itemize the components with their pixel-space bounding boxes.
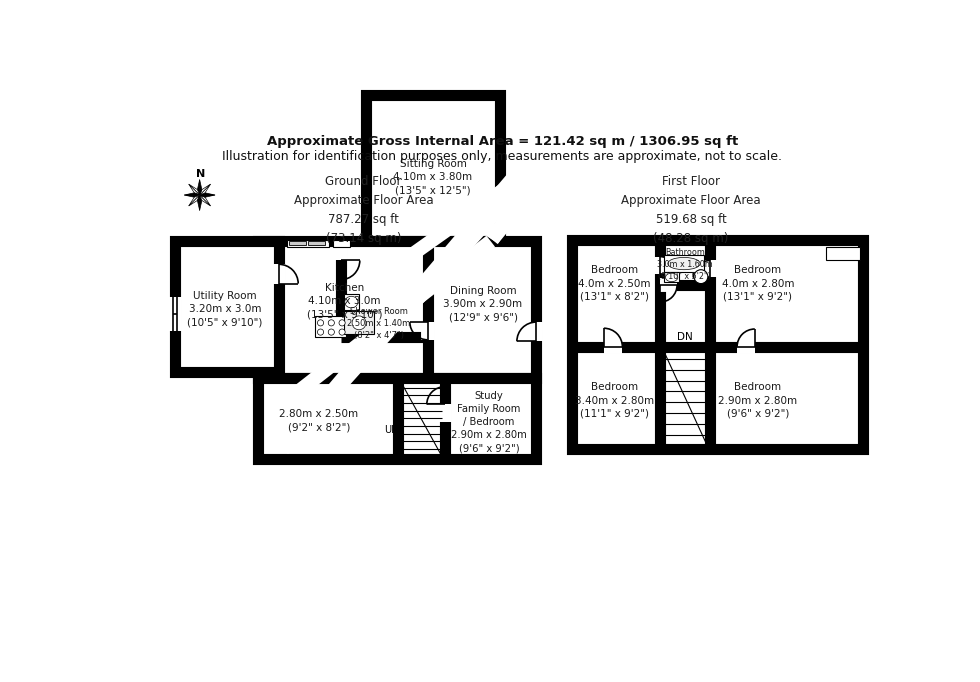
- Bar: [344, 295, 359, 310]
- Text: UP: UP: [384, 425, 397, 435]
- Polygon shape: [189, 184, 200, 195]
- Text: Ground Floor
Approximate Floor Area
787.27 sq ft
(73.14 sq m): Ground Floor Approximate Floor Area 787.…: [294, 175, 433, 245]
- Text: Bedroom
3.40m x 2.80m
(11'1" x 9'2"): Bedroom 3.40m x 2.80m (11'1" x 9'2"): [575, 383, 655, 419]
- Bar: [826, 247, 859, 261]
- Circle shape: [318, 320, 323, 326]
- Polygon shape: [200, 179, 202, 195]
- Polygon shape: [200, 195, 211, 206]
- Bar: [366, 95, 500, 241]
- Text: Bedroom
2.90m x 2.80m
(9'6" x 9'2"): Bedroom 2.90m x 2.80m (9'6" x 9'2"): [718, 383, 798, 419]
- Bar: [344, 311, 373, 334]
- Bar: [333, 239, 350, 247]
- Text: DN: DN: [677, 331, 693, 342]
- Circle shape: [352, 316, 366, 330]
- Text: Bedroom
4.0m x 2.80m
(13'1" x 9'2"): Bedroom 4.0m x 2.80m (13'1" x 9'2"): [721, 265, 794, 301]
- Polygon shape: [200, 184, 211, 195]
- Bar: [571, 239, 862, 449]
- Text: Dining Room
3.90m x 2.90m
(12'9" x 9'6"): Dining Room 3.90m x 2.90m (12'9" x 9'6"): [443, 286, 522, 323]
- Polygon shape: [189, 195, 200, 206]
- Bar: [175, 241, 279, 372]
- Polygon shape: [200, 193, 215, 195]
- Bar: [664, 272, 679, 282]
- Text: Shower Room
2.50m x 1.40m
(8'2" x 4'7"): Shower Room 2.50m x 1.40m (8'2" x 4'7"): [348, 308, 411, 340]
- Text: Bathroom
3.0m x 1.60m
(9'10" x 5'2"): Bathroom 3.0m x 1.60m (9'10" x 5'2"): [657, 248, 712, 280]
- Circle shape: [328, 329, 334, 335]
- Circle shape: [339, 329, 345, 335]
- Polygon shape: [184, 195, 200, 197]
- Text: Illustration for identification purposes only, measurements are approximate, not: Illustration for identification purposes…: [222, 150, 782, 163]
- Ellipse shape: [667, 257, 700, 269]
- Text: 2.80m x 2.50m
(9'2" x 8'2"): 2.80m x 2.50m (9'2" x 8'2"): [279, 409, 359, 432]
- Circle shape: [339, 320, 345, 326]
- Bar: [316, 316, 346, 338]
- Text: Utility Room
3.20m x 3.0m
(10'5" x 9'10"): Utility Room 3.20m x 3.0m (10'5" x 9'10"…: [187, 291, 263, 327]
- Ellipse shape: [345, 296, 358, 308]
- Polygon shape: [200, 195, 215, 197]
- Bar: [309, 241, 325, 245]
- Polygon shape: [200, 195, 202, 211]
- Bar: [258, 379, 536, 459]
- Text: Kitchen
4.10m x 3.0m
(13'5" x 9'10"): Kitchen 4.10m x 3.0m (13'5" x 9'10"): [307, 283, 382, 319]
- Polygon shape: [189, 195, 200, 206]
- Ellipse shape: [665, 273, 678, 282]
- Polygon shape: [200, 184, 211, 195]
- Polygon shape: [189, 184, 200, 195]
- Polygon shape: [197, 179, 200, 195]
- Bar: [258, 241, 536, 379]
- Bar: [287, 239, 329, 247]
- Text: Study
Family Room
/ Bedroom
2.90m x 2.80m
(9'6" x 9'2"): Study Family Room / Bedroom 2.90m x 2.80…: [451, 391, 527, 454]
- Text: First Floor
Approximate Floor Area
519.68 sq ft
(48.28 sq m): First Floor Approximate Floor Area 519.6…: [621, 175, 760, 245]
- Polygon shape: [184, 193, 200, 195]
- Circle shape: [328, 320, 334, 326]
- Bar: [289, 241, 306, 245]
- Polygon shape: [200, 195, 211, 206]
- Circle shape: [318, 329, 323, 335]
- Text: Approximate Gross Internal Area = 121.42 sq m / 1306.95 sq ft: Approximate Gross Internal Area = 121.42…: [267, 136, 738, 149]
- Polygon shape: [197, 195, 200, 211]
- Circle shape: [694, 269, 708, 284]
- Bar: [664, 255, 704, 272]
- Text: Sitting Room
4.10m x 3.80m
(13'5" x 12'5"): Sitting Room 4.10m x 3.80m (13'5" x 12'5…: [393, 159, 472, 196]
- Text: Bedroom
4.0m x 2.50m
(13'1" x 8'2"): Bedroom 4.0m x 2.50m (13'1" x 8'2"): [578, 265, 651, 301]
- Text: N: N: [196, 169, 205, 179]
